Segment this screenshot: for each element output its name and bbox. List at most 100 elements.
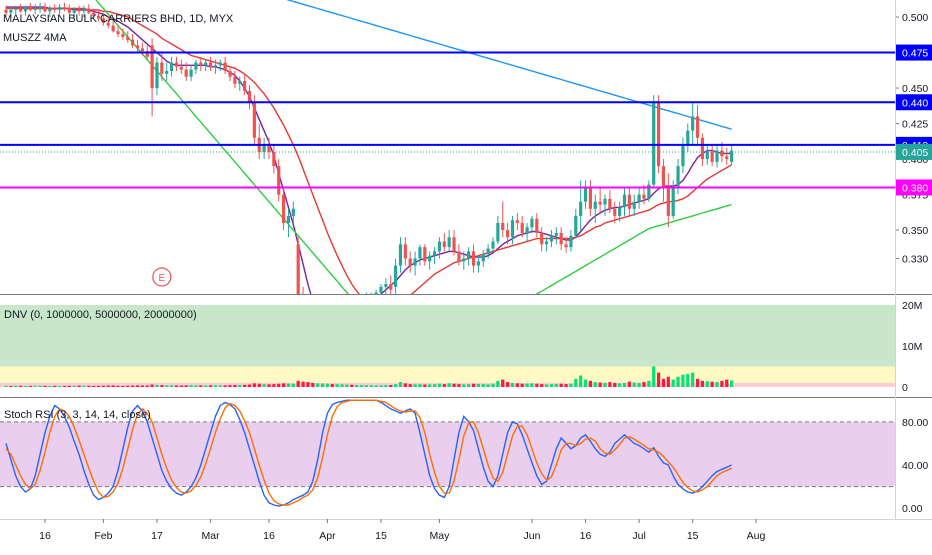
candle-body xyxy=(272,151,276,167)
candle-body xyxy=(194,62,198,70)
dnv-bar xyxy=(369,385,373,387)
dnv-bar xyxy=(189,385,193,387)
candle-body xyxy=(126,36,130,40)
dnv-bar xyxy=(413,384,417,387)
stoch-rsi-pane[interactable]: 0.00 40.00 80.00 xyxy=(0,399,928,515)
candle-body xyxy=(540,232,544,245)
dnv-bar xyxy=(652,366,656,387)
dnv-bar xyxy=(155,384,159,387)
dnv-bar xyxy=(583,379,588,387)
dnv-bar xyxy=(174,385,179,387)
candle-body xyxy=(559,232,563,245)
dnv-bar xyxy=(418,384,422,387)
earnings-markers[interactable]: EE xyxy=(152,267,931,287)
horizontal-levels[interactable] xyxy=(0,51,895,189)
candle-body xyxy=(208,62,213,67)
candle-body xyxy=(613,208,617,216)
candle-body xyxy=(165,71,169,74)
dnv-bar xyxy=(96,385,101,387)
stoch-title[interactable]: Stoch RSI (3, 3, 14, 14, close) xyxy=(4,409,151,421)
candle-body xyxy=(695,116,700,138)
candle-body xyxy=(62,7,67,9)
dnv-bar xyxy=(730,380,734,387)
price-axis[interactable]: 0.3300.3500.3750.4000.4250.4500.4750.500… xyxy=(895,12,932,265)
dnv-bar xyxy=(340,384,344,387)
candle-body xyxy=(247,90,252,103)
candle-body xyxy=(418,247,422,259)
dnv-bar xyxy=(666,376,670,387)
dnv-bar xyxy=(101,385,105,387)
candle-body xyxy=(184,69,188,77)
dnv-bar xyxy=(330,383,334,387)
candle-body xyxy=(705,151,709,160)
candle-body xyxy=(169,62,174,72)
dnv-bar xyxy=(428,384,432,387)
candle-body xyxy=(389,284,393,290)
dnv-bar xyxy=(213,385,218,387)
candle-body xyxy=(652,102,656,185)
dnv-tick-label: 10M xyxy=(902,341,922,353)
dnv-pane[interactable]: 0 10M 20M xyxy=(0,300,922,394)
indicator-label[interactable]: MUSZZ 4MA xyxy=(3,32,67,44)
dnv-bar xyxy=(28,385,32,387)
candle-body xyxy=(686,130,690,145)
dnv-bar xyxy=(506,382,510,387)
dnv-bar xyxy=(199,385,203,387)
dnv-bar xyxy=(676,376,680,387)
dnv-bar xyxy=(579,375,583,387)
dnv-bar xyxy=(243,384,247,387)
dnv-bar xyxy=(471,383,476,387)
price-pane[interactable]: EE xyxy=(0,0,931,344)
candle-body xyxy=(588,187,592,209)
candle-body xyxy=(145,51,149,57)
dnv-bar xyxy=(686,373,690,387)
candle-body xyxy=(544,241,549,245)
dnv-bar xyxy=(588,380,592,387)
dnv-title[interactable]: DNV (0, 1000000, 5000000, 20000000) xyxy=(4,309,197,321)
dnv-bar xyxy=(121,385,125,387)
candle-body xyxy=(501,222,505,231)
candle-body xyxy=(116,31,120,35)
dnv-bar xyxy=(467,384,471,387)
candle-body xyxy=(291,208,295,216)
candle-body xyxy=(467,251,471,259)
level-tag-label: 0.380 xyxy=(902,182,928,194)
dnv-bar xyxy=(632,382,636,387)
candle-body xyxy=(408,258,412,266)
candle-body xyxy=(19,8,23,12)
dnv-bar xyxy=(437,383,442,387)
dnv-bar xyxy=(204,385,208,387)
symbol-title[interactable]: MALAYSIAN BULK CARRIERS BHD, 1D, MYX xyxy=(3,13,234,25)
time-axis[interactable]: 16 Feb 17 Mar 16 Apr 15 May Jun 16 Jul 15 Aug xyxy=(39,519,765,542)
dnv-bar xyxy=(53,385,57,387)
candle-body xyxy=(228,71,232,77)
price-tick-label: 0.450 xyxy=(902,83,928,95)
candle-body xyxy=(140,48,144,52)
dnv-bar xyxy=(67,385,71,387)
ma-line xyxy=(95,0,732,294)
dnv-bar xyxy=(38,385,42,387)
dnv-bar xyxy=(457,384,461,387)
dnv-bar xyxy=(725,379,729,387)
price-pane-background[interactable] xyxy=(0,0,895,294)
candle-body xyxy=(4,9,8,13)
dnv-bar xyxy=(544,384,549,387)
dnv-bar xyxy=(540,384,544,387)
dnv-bar xyxy=(374,385,378,387)
earnings-marker-label: E xyxy=(159,273,166,284)
earnings-marker xyxy=(152,267,172,287)
dnv-bar xyxy=(554,383,558,387)
dnv-bar xyxy=(306,382,310,387)
dnv-bar xyxy=(208,385,213,387)
candle-body xyxy=(262,144,266,152)
candle-body xyxy=(506,230,510,238)
dnv-bar xyxy=(549,384,554,387)
dnv-bar xyxy=(116,385,120,387)
dnv-bar xyxy=(447,383,451,387)
dnv-bar xyxy=(496,380,500,387)
dnv-bar xyxy=(598,382,602,387)
candle-body xyxy=(204,62,208,66)
candle-body xyxy=(574,215,578,236)
